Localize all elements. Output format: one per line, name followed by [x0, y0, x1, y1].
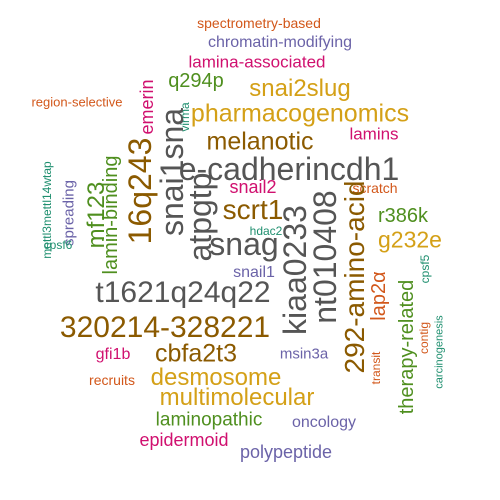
word-4: snai2slug	[249, 75, 351, 102]
word-23: nt010408	[307, 190, 343, 324]
word-46: oncology	[291, 414, 357, 431]
word-31: lap2α	[368, 271, 390, 321]
word-9: lamins	[349, 124, 399, 144]
word-30: snail1	[233, 264, 275, 281]
word-33: t1621q24q22	[95, 276, 271, 309]
word-39: cbfa2t3	[154, 339, 238, 368]
word-1: chromatin-modifying	[207, 34, 353, 51]
word-25: r386k	[377, 205, 429, 227]
word-26: g232e	[378, 226, 442, 253]
word-3: q294p	[168, 70, 224, 92]
word-28: snag	[209, 226, 279, 262]
word-18: scrt1	[222, 194, 284, 225]
word-10: melanotic	[206, 127, 314, 156]
word-47: epidermoid	[139, 430, 229, 450]
word-8: pharmacogenomics	[190, 99, 410, 128]
word-29: cpsf6	[43, 238, 73, 252]
word-36: contig	[417, 321, 431, 355]
word-41: transit	[369, 351, 383, 385]
word-13: 16q243	[122, 137, 158, 245]
word-21: scratch	[352, 180, 398, 196]
word-37: carcinogenesis	[433, 315, 446, 389]
word-44: multimolecular	[159, 384, 315, 411]
word-24: 292-amino-acid	[339, 180, 370, 374]
word-40: msin3a	[279, 345, 329, 363]
word-11: e-cadherincdh1	[178, 151, 400, 187]
word-2: lamina-associated	[188, 52, 326, 72]
word-16: lamin-binding	[100, 155, 122, 275]
word-43: desmosome	[150, 364, 282, 391]
word-19: snail2	[229, 177, 277, 197]
word-27: hdac2	[249, 224, 283, 238]
word-42: recruits	[89, 372, 135, 388]
word-17: spreading	[60, 180, 78, 246]
word-32: cpsf5	[418, 254, 432, 284]
word-34: therapy-related	[396, 279, 418, 415]
word-35: 320214-328221	[59, 311, 271, 344]
word-0: spectrometry-based	[197, 15, 321, 31]
word-5: region-selective	[31, 94, 123, 110]
word-45: laminopathic	[155, 409, 263, 431]
word-48: polypeptide	[239, 442, 333, 462]
word-38: gfi1b	[95, 346, 131, 363]
